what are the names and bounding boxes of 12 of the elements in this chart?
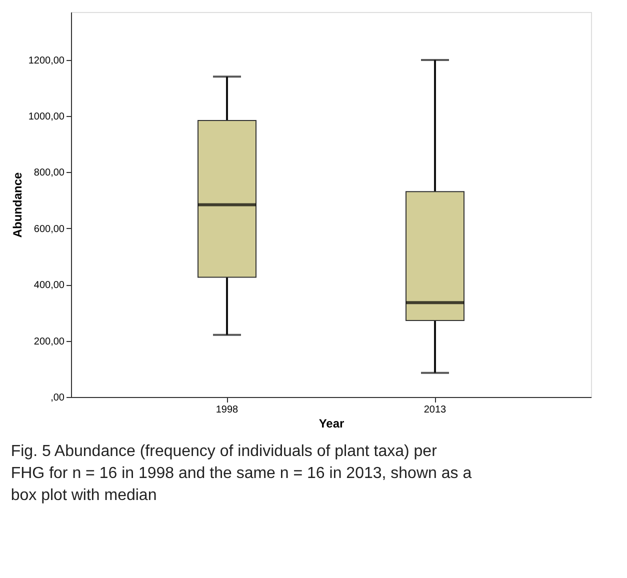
x-tick-label: 1998 bbox=[216, 404, 239, 416]
y-axis-title: Abundance bbox=[10, 172, 24, 238]
y-tick-label: ,00 bbox=[50, 392, 65, 404]
x-tick-label: 2013 bbox=[424, 404, 447, 416]
x-axis-title: Year bbox=[318, 416, 345, 430]
y-tick-label: 800,00 bbox=[34, 168, 65, 179]
y-tick-label: 200,00 bbox=[34, 336, 65, 348]
y-tick-label: 400,00 bbox=[34, 280, 65, 292]
y-tick-label: 1200,00 bbox=[28, 55, 65, 66]
y-tick-label: 1000,00 bbox=[28, 111, 65, 122]
caption: Fig. 5 Abundance (frequency of individuals of plant taxa) per FHG for n = 16 in 1998 and the same n = 16 in 2013, shown as a box plot with median bbox=[10, 443, 472, 504]
y-tick-label: 600,00 bbox=[34, 224, 65, 235]
